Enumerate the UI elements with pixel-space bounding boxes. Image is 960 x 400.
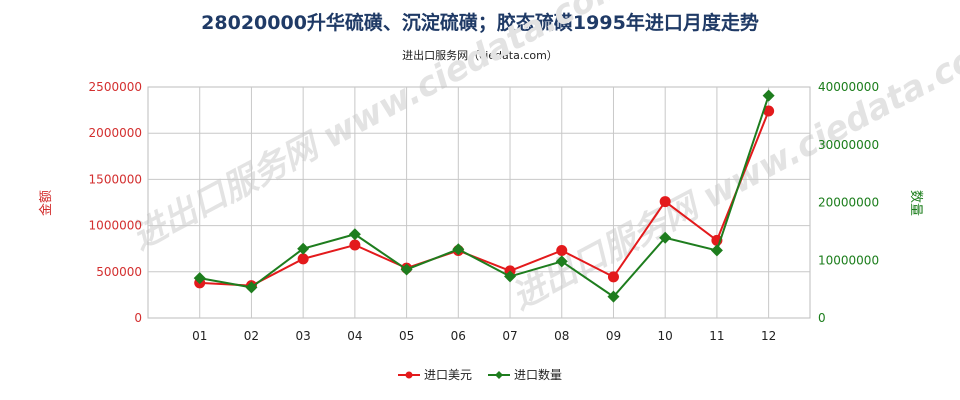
data-point-circle (659, 196, 671, 208)
y-right-tick-label: 20000000 (818, 196, 879, 210)
series (193, 89, 775, 303)
y-left-tick-label: 0 (134, 311, 142, 325)
data-point-diamond (504, 270, 517, 283)
x-tick-label: 02 (244, 329, 259, 343)
y-left-tick-label: 1500000 (89, 172, 142, 186)
x-tick-label: 10 (658, 329, 673, 343)
x-tick-label: 04 (347, 329, 362, 343)
legend-label: 进口数量 (514, 367, 562, 382)
legend-marker (495, 371, 503, 379)
y-right-tick-label: 40000000 (818, 80, 879, 94)
plot-frame (147, 86, 811, 319)
x-tick-label: 01 (192, 329, 207, 343)
y-left-tick-label: 1000000 (89, 219, 142, 233)
y-left-tick-label: 500000 (96, 265, 142, 279)
y-right-tick-label: 10000000 (818, 253, 879, 267)
data-point-diamond (297, 242, 310, 255)
data-point-circle (349, 239, 361, 251)
y-right-tick-label: 30000000 (818, 138, 879, 152)
data-point-diamond (762, 89, 775, 102)
x-tick-label: 06 (451, 329, 466, 343)
data-point-diamond (245, 281, 258, 294)
watermark-text-1: 进出口服务网 www.ciedata.com (125, 0, 633, 258)
y-left-tick-label: 2000000 (89, 126, 142, 140)
y-left-tick-label: 2500000 (89, 80, 142, 94)
data-point-diamond (400, 263, 413, 276)
x-tick-label: 05 (399, 329, 414, 343)
x-tick-label: 03 (296, 329, 311, 343)
data-point-diamond (348, 228, 361, 241)
y-axis-right-title: 数量 (908, 190, 923, 216)
legend: 进口美元 进口数量 (398, 367, 562, 382)
data-point-diamond (710, 244, 723, 257)
data-point-diamond (659, 231, 672, 244)
axes: 0 500000 1000000 1500000 2000000 2500000 0 1000… (89, 80, 880, 343)
data-point-diamond (452, 243, 465, 256)
data-point-diamond (555, 255, 568, 268)
series-line-1 (199, 110, 770, 287)
x-tick-label: 12 (761, 329, 776, 343)
x-tick-label: 09 (606, 329, 621, 343)
x-tick-label: 08 (554, 329, 569, 343)
watermark: 进出口服务网 www.ciedata.com 进出口服务网 www.ciedat… (125, 0, 960, 318)
x-tick-label: 11 (709, 329, 724, 343)
data-point-circle (763, 105, 775, 117)
watermark-text-2: 进出口服务网 www.ciedata.com (505, 23, 960, 318)
data-point-circle (556, 245, 568, 257)
x-tick-label: 07 (502, 329, 517, 343)
legend-marker (405, 371, 413, 379)
y-right-tick-label: 0 (818, 311, 826, 325)
legend-label: 进口美元 (424, 368, 472, 382)
chart-title: 28020000升华硫磺、沉淀硫磺；胶态硫磺1995年进口月度走势 (201, 12, 759, 34)
series-line-2 (199, 95, 770, 298)
chart-subtitle: 进出口服务网（ciedata.com） (402, 49, 558, 62)
data-point-circle (297, 253, 309, 265)
data-point-circle (607, 271, 619, 283)
y-axis-left-title: 金额 (38, 190, 54, 216)
data-point-diamond (607, 290, 620, 303)
data-point-diamond (193, 272, 206, 285)
